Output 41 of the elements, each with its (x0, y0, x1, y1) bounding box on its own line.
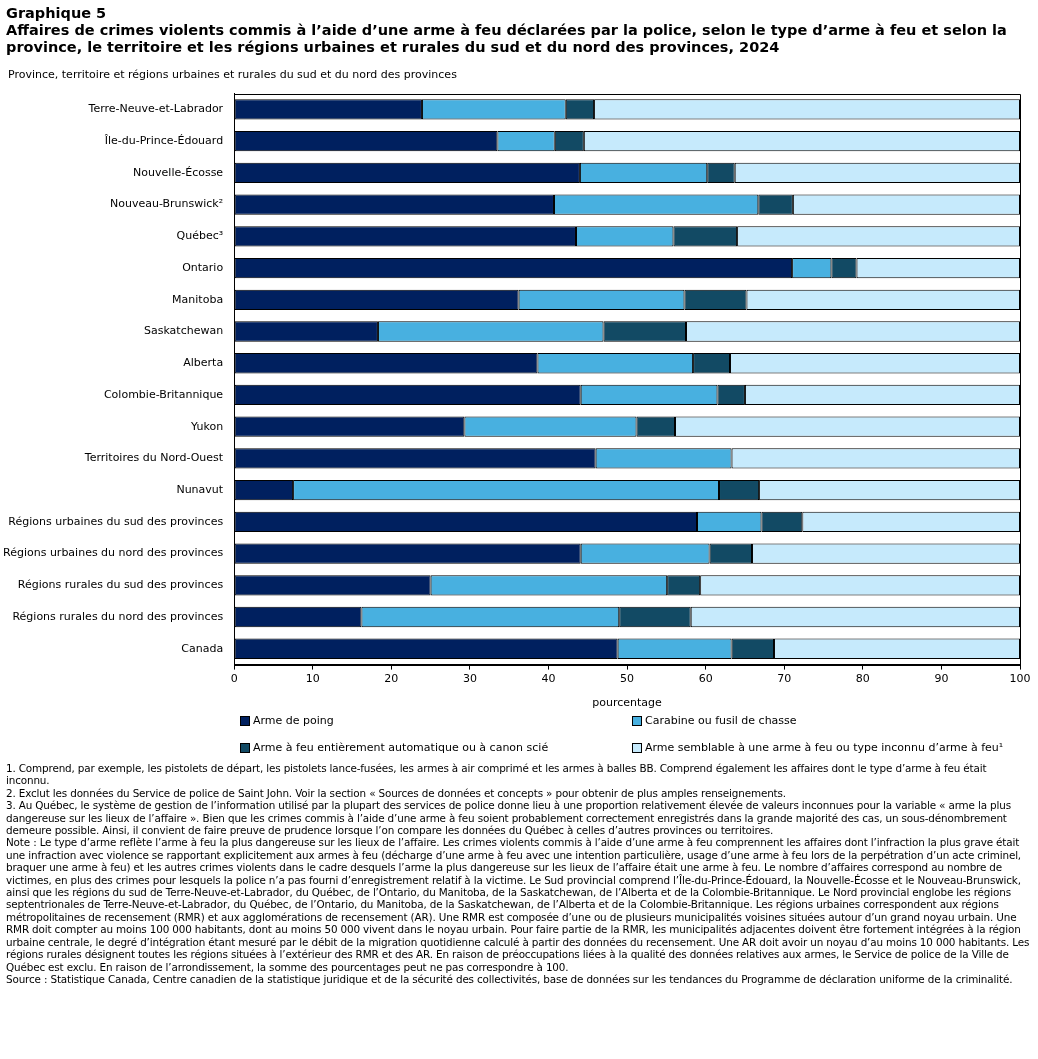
y-tick-label: Saskatchewan (143, 324, 224, 338)
y-tick-label: Manitoba (172, 292, 224, 306)
y-tick-label: Territoires du Nord-Ouest (83, 451, 224, 465)
y-tick-label: Ontario (182, 260, 224, 274)
x-tick-label: 0 (230, 672, 238, 686)
x-tick-label: 30 (462, 672, 477, 686)
y-tick-label: Alberta (183, 356, 224, 370)
y-tick-label: Nouveau-Brunswick² (110, 197, 224, 211)
x-tick-label: 70 (777, 672, 792, 686)
text: 3. Au Québec, le système de gestion de l’information utilisé par la plupart des services de police donne lieu à une proportion relativement élevée de valeurs inconnues pour la variable « arme la plus dangereuse sur les lieux de l’affaire ». Bien que les crimes commis à l’aide d’une arme à feu soient probablement correctement enregistrés dans la grande majorité des cas, un sous-dénombrement demeure possible. Ainsi, il convient de faire preuve de prudence lorsque l’on compare les données du Québec à celles d’autres provinces ou territoires. (6, 799, 1011, 837)
x-tick-label: 20 (384, 672, 399, 686)
y-tick-label: Île-du-Prince-Édouard (103, 134, 224, 148)
source-note: Source : Statistique Canada, Centre canadien de la statistique juridique et de la sécurité des collectivités, base de données sur les tendances du Programme de déclaration uniforme de la criminalité. (6, 972, 1014, 986)
y-tick-label: Régions rurales du nord des provinces (12, 609, 224, 623)
text: Note : Le type d’arme reflète l’arme à feu la plus dangereuse sur les lieux de l’affaire. Les crimes violents commis à l’aide d’une arme à feu comprennent les affaires dont l’infraction la plus grave était une infraction avec violence se rapportant explicitement aux armes à feu (décharge d’une arme à feu avec une intention particulière, usage d’une arme à feu lors de la perpétration d’un acte criminel, braquer une arme à feu) et les autres crimes violents dans le cadre desquels l’arme la plus dangereuse sur les lieux de l’affaire était une arme à feu. Le nombre d’affaires correspond au nombre de victimes, en plus des crimes pour lesquels la police n’a pas fourni d’enregistrement relatif à la victime. Le Sud provincial comprend l’Île-du-Prince-Édouard, la Nouvelle-Écosse et le Nouveau-Brunswick, ainsi que les régions du sud de Terre-Neuve-et-Labrador, du Québec, de l’Ontario, du Manitoba, de la Saskatchewan, de l’Alberta et de la Colombie-Britannique. Le Nord provincial englobe les régions septentrionales de Terre-Neuve-et-Labrador, du Québec, de l’Ontario, du Manitoba, de la Saskatchewan, de l’Alberta et de la Colombie-Britannique. Les régions urbaines correspondent aux régions métropolitaines de recensement (RMR) et aux agglomérations de recensement (AR). Une RMR est composée d’une ou de plusieurs municipalités voisines situées autour d’un grand noyau urbain. Une RMR doit compter au moins 100 000 habitants, dont au moins 50 000 vivent dans le noyau urbain. Pour faire partie de la RMR, les municipalités adjacentes doivent être fortement intégrées à la région urbaine centrale, le degré d’intégration étant mesuré par le débit de la migration quotidienne calculé à partir des données du recensement. Une AR doit avoir un noyau d’au moins 10 000 habitants. Les régions rurales désignent toutes les régions situées à l’extérieur des RMR et des AR. En raison de préoccupations liées à la qualité des données relatives aux armes, le Service de police de la Ville de Québec est exclu. En raison de l’arrondissement, la somme des pourcentages peut ne pas correspondre à 100. (6, 836, 1030, 973)
y-tick-label: Québec³ (176, 229, 224, 243)
x-tick-label: 80 (855, 672, 870, 686)
y-tick-label: Yukon (190, 419, 224, 433)
y-tick-label: Régions rurales du sud des provinces (17, 578, 224, 592)
legend-label: Arme semblable à une arme à feu ou type inconnu d’arme à feu¹ (645, 741, 1004, 754)
y-tick-label: Nouvelle-Écosse (133, 165, 224, 179)
x-tick-label: 60 (698, 672, 713, 686)
x-tick-label: 50 (620, 672, 635, 686)
y-tick-label: Régions urbaines du sud des provinces (8, 514, 224, 528)
x-tick-label: 90 (934, 672, 949, 686)
y-tick-label: Régions urbaines du nord des provinces (3, 546, 224, 560)
y-tick-label: Colombie-Britannique (103, 387, 224, 401)
y-axis-title: Province, territoire et régions urbaines et rurales du sud et du nord des provinces (7, 67, 458, 83)
y-tick-label: Canada (181, 641, 224, 655)
y-tick-label: Nunavut (176, 482, 224, 496)
chart-title: Graphique 5 Affaires de crimes violents commis à l’aide d’une arme à feu déclarées par la police, selon le type d’arme à feu et selon la province, le territoire et les régions urbaines et rurales du sud et du nord des provinces, 2024 (5, 4, 1008, 56)
legend-label: Arme de poing (253, 714, 334, 727)
y-tick-label: Terre-Neuve-et-Labrador (87, 102, 224, 116)
x-axis-title: pourcentage (592, 696, 663, 710)
text: 2. Exclut les données du Service de police de Saint John. Voir la section « Sources de données et concepts » pour obtenir de plus amples renseignements. (6, 786, 787, 800)
x-tick-label: 40 (541, 672, 556, 686)
legend-label: Arme à feu entièrement automatique ou à canon scié (253, 741, 549, 754)
x-tick-label: 10 (305, 672, 320, 686)
legend-label: Carabine ou fusil de chasse (645, 714, 797, 727)
text: 1. Comprend, par exemple, les pistolets de départ, les pistolets lance-fusées, les armes à air comprimé et les armes à balles BB. Comprend également les affaires dont le type d’arme à feu était inconnu. (6, 762, 988, 787)
x-tick-label: 100 (1009, 672, 1031, 686)
